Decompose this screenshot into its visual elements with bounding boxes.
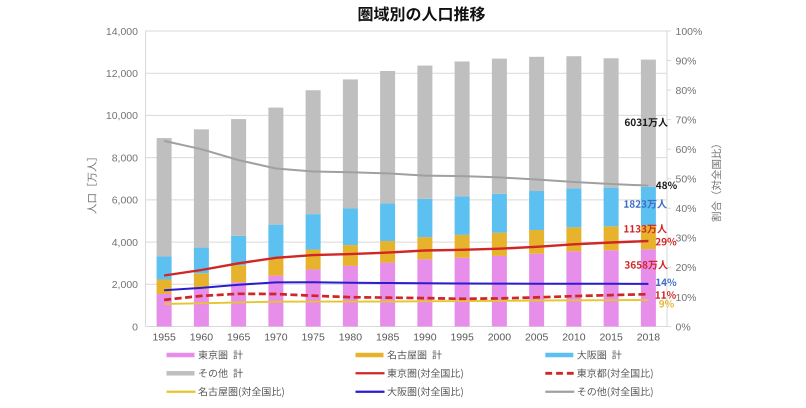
svg-text:1985: 1985: [376, 331, 400, 343]
svg-text:1975: 1975: [301, 331, 325, 343]
svg-text:1955: 1955: [152, 331, 176, 343]
svg-text:1965: 1965: [227, 331, 251, 343]
svg-text:40%: 40%: [676, 203, 697, 215]
svg-text:0%: 0%: [676, 321, 691, 333]
svg-text:10,000: 10,000: [106, 110, 138, 122]
svg-text:1970: 1970: [264, 331, 288, 343]
svg-text:1960: 1960: [190, 331, 214, 343]
svg-text:8,000: 8,000: [112, 152, 138, 164]
svg-text:100%: 100%: [676, 26, 703, 38]
svg-text:20%: 20%: [676, 262, 697, 274]
svg-text:70%: 70%: [676, 114, 697, 126]
svg-text:50%: 50%: [676, 174, 697, 186]
svg-text:2000: 2000: [488, 331, 512, 343]
svg-text:30%: 30%: [676, 233, 697, 245]
svg-text:10%: 10%: [676, 292, 697, 304]
svg-text:90%: 90%: [676, 55, 697, 67]
svg-text:1980: 1980: [339, 331, 363, 343]
svg-text:1995: 1995: [450, 331, 474, 343]
svg-text:12,000: 12,000: [106, 68, 138, 80]
svg-text:2010: 2010: [562, 331, 586, 343]
svg-text:2,000: 2,000: [112, 279, 138, 291]
svg-text:4,000: 4,000: [112, 237, 138, 249]
svg-text:6,000: 6,000: [112, 195, 138, 207]
svg-text:2015: 2015: [599, 331, 623, 343]
svg-text:0: 0: [132, 321, 138, 333]
svg-text:80%: 80%: [676, 85, 697, 97]
svg-text:2005: 2005: [525, 331, 549, 343]
svg-text:1990: 1990: [413, 331, 437, 343]
svg-text:14,000: 14,000: [106, 26, 138, 38]
svg-text:60%: 60%: [676, 144, 697, 156]
svg-text:2018: 2018: [637, 331, 661, 343]
